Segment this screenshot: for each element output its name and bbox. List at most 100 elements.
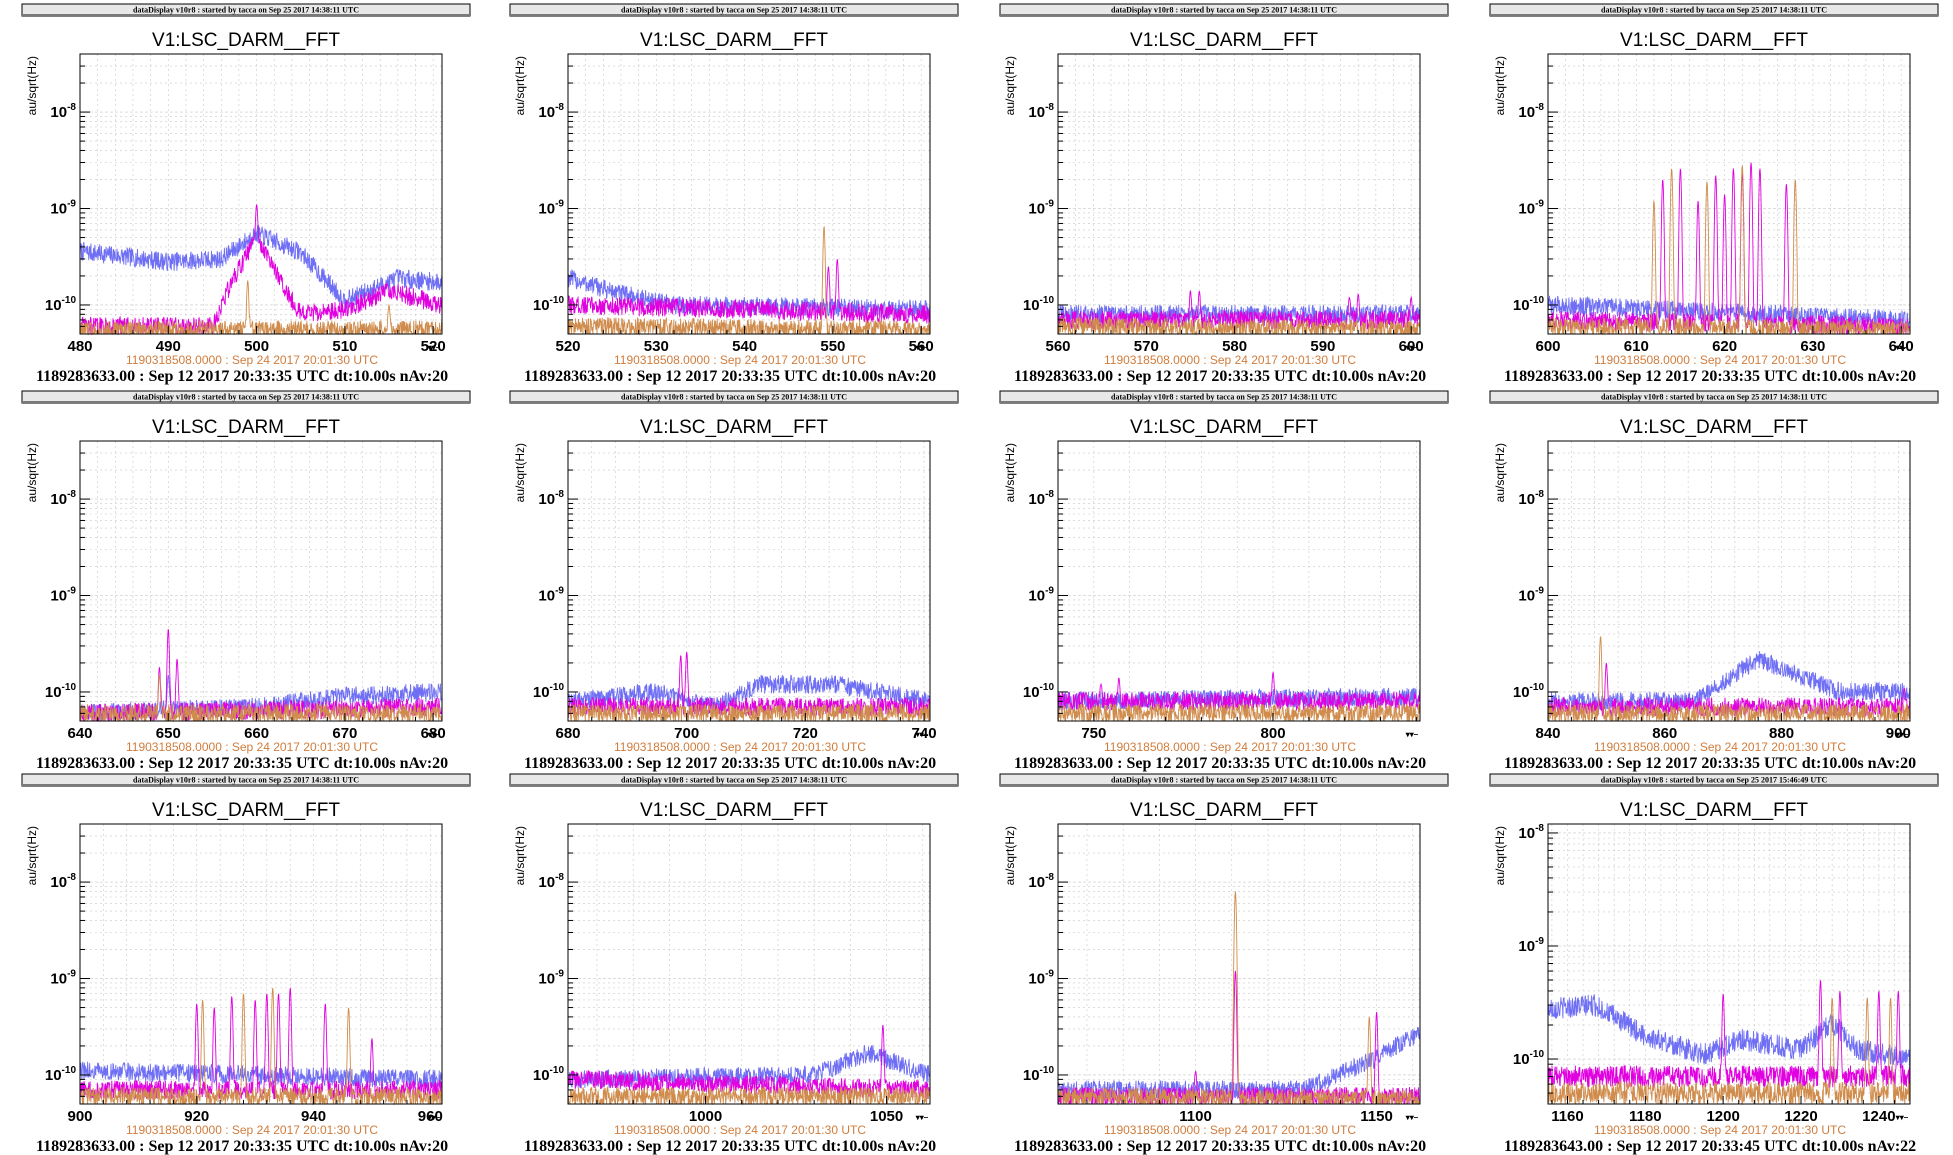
- x-tick-label: 480: [67, 338, 92, 355]
- y-axis-label: au/sqrt(Hz): [1003, 826, 1017, 885]
- x-tick-label: 520: [555, 338, 580, 355]
- x-tick-label: 1220: [1784, 1108, 1817, 1125]
- chart-title: V1:LSC_DARM__FFT: [1620, 417, 1808, 438]
- unzoom-icon[interactable]: ▾▾–: [915, 1113, 929, 1122]
- x-tick-label: 600: [1399, 338, 1424, 355]
- y-axis-label: au/sqrt(Hz): [25, 826, 39, 885]
- series-line-blue: [79, 1061, 443, 1089]
- gps-reference-line: 1190318508.0000 : Sep 24 2017 20:01:30 U…: [1594, 1123, 1846, 1137]
- gps-reference-line: 1190318508.0000 : Sep 24 2017 20:01:30 U…: [614, 353, 866, 367]
- gps-reference-line: 1190318508.0000 : Sep 24 2017 20:01:30 U…: [1104, 353, 1356, 367]
- y-tick-label: 10-10: [1513, 1049, 1545, 1068]
- gps-reference-line: 1190318508.0000 : Sep 24 2017 20:01:30 U…: [1104, 1123, 1356, 1137]
- chart-title: V1:LSC_DARM__FFT: [640, 30, 828, 51]
- header-text: dataDisplay v10r8 : started by tacca on …: [1111, 6, 1337, 15]
- chart-panel: dataDisplay v10r8 : started by tacca on …: [980, 389, 1468, 772]
- series-line-blue: [567, 674, 931, 715]
- unzoom-icon[interactable]: ▾▾–: [427, 343, 441, 352]
- y-tick-label: 10-8: [50, 872, 76, 891]
- gps-info-line: 1189283633.00 : Sep 12 2017 20:33:35 UTC…: [1504, 755, 1916, 772]
- unzoom-icon[interactable]: ▾▾–: [427, 730, 441, 739]
- x-tick-label: 1050: [870, 1108, 903, 1125]
- y-tick-label: 10-10: [1513, 682, 1545, 701]
- chart-panel: dataDisplay v10r8 : started by tacca on …: [980, 2, 1468, 385]
- series-line-magenta: [1547, 162, 1911, 336]
- unzoom-icon[interactable]: ▾▾–: [1405, 343, 1419, 352]
- y-tick-label: 10-8: [538, 872, 564, 891]
- header-text: dataDisplay v10r8 : started by tacca on …: [133, 393, 359, 402]
- chart-panel: dataDisplay v10r8 : started by tacca on …: [2, 389, 490, 772]
- spectrum-chart: dataDisplay v10r8 : started by tacca on …: [999, 3, 1449, 385]
- x-tick-label: 680: [421, 725, 446, 742]
- x-tick-label: 590: [1310, 338, 1335, 355]
- gps-reference-line: 1190318508.0000 : Sep 24 2017 20:01:30 U…: [1594, 740, 1846, 754]
- spectrum-chart: dataDisplay v10r8 : started by tacca on …: [999, 390, 1449, 772]
- unzoom-icon[interactable]: ▾▾–: [427, 1113, 441, 1122]
- gps-reference-line: 1190318508.0000 : Sep 24 2017 20:01:30 U…: [126, 353, 378, 367]
- x-tick-label: 960: [418, 1108, 443, 1125]
- gps-reference-line: 1190318508.0000 : Sep 24 2017 20:01:30 U…: [126, 1123, 378, 1137]
- x-tick-label: 560: [1045, 338, 1070, 355]
- x-tick-label: 640: [67, 725, 92, 742]
- chart-title: V1:LSC_DARM__FFT: [1130, 417, 1318, 438]
- unzoom-icon[interactable]: ▾▾–: [1405, 1113, 1419, 1122]
- y-tick-label: 10-9: [50, 586, 76, 605]
- spectrum-chart: dataDisplay v10r8 : started by tacca on …: [1489, 390, 1939, 772]
- x-tick-label: 660: [244, 725, 269, 742]
- gps-info-line: 1189283633.00 : Sep 12 2017 20:33:35 UTC…: [1014, 1138, 1426, 1155]
- x-tick-label: 580: [1222, 338, 1247, 355]
- series-line-blue: [567, 268, 931, 320]
- grid-lines: [1057, 53, 1420, 334]
- unzoom-icon[interactable]: ▾▾–: [1895, 343, 1909, 352]
- x-tick-label: 630: [1800, 338, 1825, 355]
- unzoom-icon[interactable]: ▾▾–: [915, 730, 929, 739]
- header-text: dataDisplay v10r8 : started by tacca on …: [1111, 393, 1337, 402]
- y-tick-label: 10-9: [1028, 969, 1054, 988]
- y-tick-label: 10-9: [1518, 199, 1544, 218]
- chart-title: V1:LSC_DARM__FFT: [1130, 30, 1318, 51]
- grid-lines: [1547, 440, 1910, 721]
- y-tick-label: 10-8: [50, 489, 76, 508]
- y-axis-label: au/sqrt(Hz): [1003, 56, 1017, 115]
- series-line-magenta: [1547, 979, 1911, 1089]
- chart-panel: dataDisplay v10r8 : started by tacca on …: [1470, 389, 1953, 772]
- y-tick-label: 10-10: [1023, 1065, 1055, 1084]
- y-tick-label: 10-8: [1028, 489, 1054, 508]
- header-text: dataDisplay v10r8 : started by tacca on …: [621, 393, 847, 402]
- chart-panel: dataDisplay v10r8 : started by tacca on …: [980, 772, 1468, 1155]
- y-tick-label: 10-8: [1518, 489, 1544, 508]
- gps-reference-line: 1190318508.0000 : Sep 24 2017 20:01:30 U…: [1104, 740, 1356, 754]
- unzoom-icon[interactable]: ▾▾–: [1405, 730, 1419, 739]
- grid-lines: [79, 53, 442, 334]
- x-tick-label: 490: [156, 338, 181, 355]
- y-tick-label: 10-10: [533, 1065, 565, 1084]
- header-text: dataDisplay v10r8 : started by tacca on …: [1601, 393, 1827, 402]
- unzoom-icon[interactable]: ▾▾–: [1895, 1113, 1909, 1122]
- series-line-orange: [79, 674, 443, 723]
- x-tick-label: 900: [1886, 725, 1911, 742]
- unzoom-icon[interactable]: ▾▾–: [915, 343, 929, 352]
- y-tick-label: 10-9: [538, 586, 564, 605]
- series-line-blue: [1057, 687, 1421, 711]
- series-line-orange: [1547, 636, 1911, 723]
- chart-title: V1:LSC_DARM__FFT: [152, 800, 340, 821]
- y-axis-label: au/sqrt(Hz): [513, 56, 527, 115]
- y-axis-label: au/sqrt(Hz): [1003, 443, 1017, 502]
- y-tick-label: 10-8: [538, 102, 564, 121]
- x-tick-label: 1100: [1179, 1108, 1212, 1125]
- x-tick-label: 650: [156, 725, 181, 742]
- y-tick-label: 10-10: [1023, 295, 1055, 314]
- x-tick-label: 700: [674, 725, 699, 742]
- y-tick-label: 10-10: [533, 295, 565, 314]
- unzoom-icon[interactable]: ▾▾–: [1895, 730, 1909, 739]
- x-tick-label: 1200: [1706, 1108, 1739, 1125]
- x-tick-label: 600: [1535, 338, 1560, 355]
- y-axis-label: au/sqrt(Hz): [1493, 826, 1507, 885]
- gps-reference-line: 1190318508.0000 : Sep 24 2017 20:01:30 U…: [614, 740, 866, 754]
- gps-info-line: 1189283633.00 : Sep 12 2017 20:33:35 UTC…: [524, 755, 936, 772]
- chart-panel: dataDisplay v10r8 : started by tacca on …: [1470, 2, 1953, 385]
- chart-title: V1:LSC_DARM__FFT: [1620, 30, 1808, 51]
- series-line-orange: [567, 703, 931, 723]
- series-line-magenta: [567, 259, 931, 324]
- series-line-orange: [79, 280, 443, 336]
